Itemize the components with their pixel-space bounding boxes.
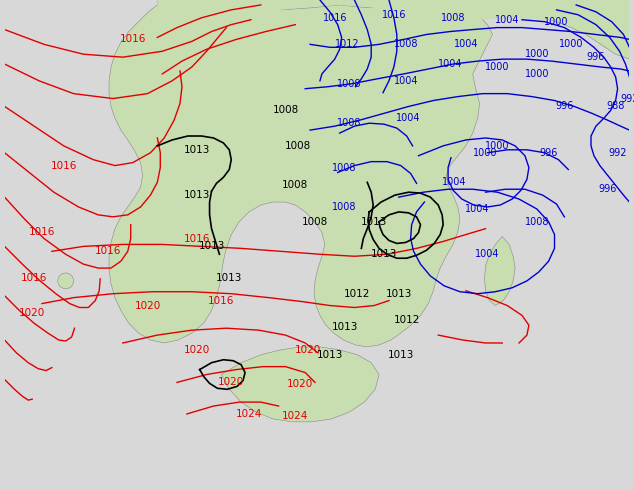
Text: 1016: 1016: [120, 34, 146, 45]
Text: 1016: 1016: [95, 246, 121, 256]
Text: 1012: 1012: [394, 315, 420, 325]
Text: 1004: 1004: [442, 177, 466, 187]
Text: 1024: 1024: [236, 409, 262, 419]
Text: 1013: 1013: [316, 350, 343, 360]
Text: 1013: 1013: [387, 350, 414, 360]
Text: 1000: 1000: [485, 141, 510, 151]
Text: 1000: 1000: [524, 49, 549, 59]
Text: 1013: 1013: [332, 322, 358, 332]
Text: 1008: 1008: [337, 118, 362, 128]
Text: 1020: 1020: [184, 345, 210, 355]
Text: 1013: 1013: [361, 217, 387, 227]
Text: 1008: 1008: [441, 13, 465, 23]
Text: 1016: 1016: [184, 234, 210, 244]
Text: 1000: 1000: [524, 69, 549, 79]
Text: 1008: 1008: [302, 217, 328, 227]
Text: 996: 996: [586, 52, 605, 62]
Text: 1016: 1016: [382, 10, 406, 20]
Text: 1004: 1004: [438, 59, 462, 69]
Text: 1013: 1013: [184, 145, 210, 155]
Text: 1008: 1008: [394, 39, 419, 49]
Text: 988: 988: [607, 101, 625, 111]
Text: 1016: 1016: [51, 161, 77, 171]
Text: 1013: 1013: [371, 249, 398, 259]
Text: ©weatheronline.co.uk: ©weatheronline.co.uk: [498, 468, 630, 481]
Text: 1008: 1008: [282, 180, 309, 190]
Text: 1004: 1004: [476, 249, 500, 259]
Text: 1020: 1020: [19, 308, 45, 318]
Text: 1008: 1008: [337, 79, 362, 89]
Text: 1016: 1016: [323, 13, 347, 23]
Text: 1013: 1013: [385, 289, 412, 299]
Text: 996: 996: [598, 184, 617, 194]
Text: 1008: 1008: [524, 217, 549, 227]
Text: 1020: 1020: [134, 300, 160, 311]
Polygon shape: [221, 347, 379, 422]
Polygon shape: [488, 0, 630, 59]
Text: 1000: 1000: [485, 62, 510, 72]
Text: 1016: 1016: [29, 226, 55, 237]
Text: 1000: 1000: [474, 148, 498, 158]
Text: Tu 28-05-2024 12:00 UTC (00+36): Tu 28-05-2024 12:00 UTC (00+36): [415, 445, 630, 458]
Text: 996: 996: [555, 101, 574, 111]
Text: 1004: 1004: [495, 15, 519, 24]
Text: 1004: 1004: [396, 113, 421, 123]
Text: 1012: 1012: [344, 289, 371, 299]
Text: 992: 992: [620, 94, 634, 103]
Circle shape: [58, 273, 74, 289]
Text: 1008: 1008: [332, 202, 357, 212]
Text: 1016: 1016: [208, 295, 235, 306]
Text: 1013: 1013: [216, 273, 242, 283]
Text: 1013: 1013: [184, 190, 210, 200]
Polygon shape: [157, 0, 630, 24]
Text: 1020: 1020: [295, 345, 321, 355]
Text: Surface pressure [hPa] ECMWF: Surface pressure [hPa] ECMWF: [4, 445, 197, 458]
Polygon shape: [109, 0, 493, 347]
Polygon shape: [484, 237, 515, 306]
Text: 1020: 1020: [218, 377, 244, 388]
Text: 1020: 1020: [287, 379, 313, 390]
Text: 1004: 1004: [453, 39, 478, 49]
Text: 1024: 1024: [282, 411, 309, 421]
Text: 1013: 1013: [198, 242, 224, 251]
Text: 1004: 1004: [465, 204, 490, 214]
Text: 996: 996: [540, 148, 558, 158]
Text: 1008: 1008: [273, 105, 299, 115]
Text: 1008: 1008: [285, 141, 311, 151]
Text: 1012: 1012: [335, 39, 360, 49]
Text: 1008: 1008: [332, 163, 357, 172]
Text: 1000: 1000: [544, 17, 569, 26]
Text: 1000: 1000: [559, 39, 583, 49]
Text: 1004: 1004: [394, 76, 419, 86]
Text: 1016: 1016: [21, 273, 48, 283]
Text: 992: 992: [609, 148, 627, 158]
